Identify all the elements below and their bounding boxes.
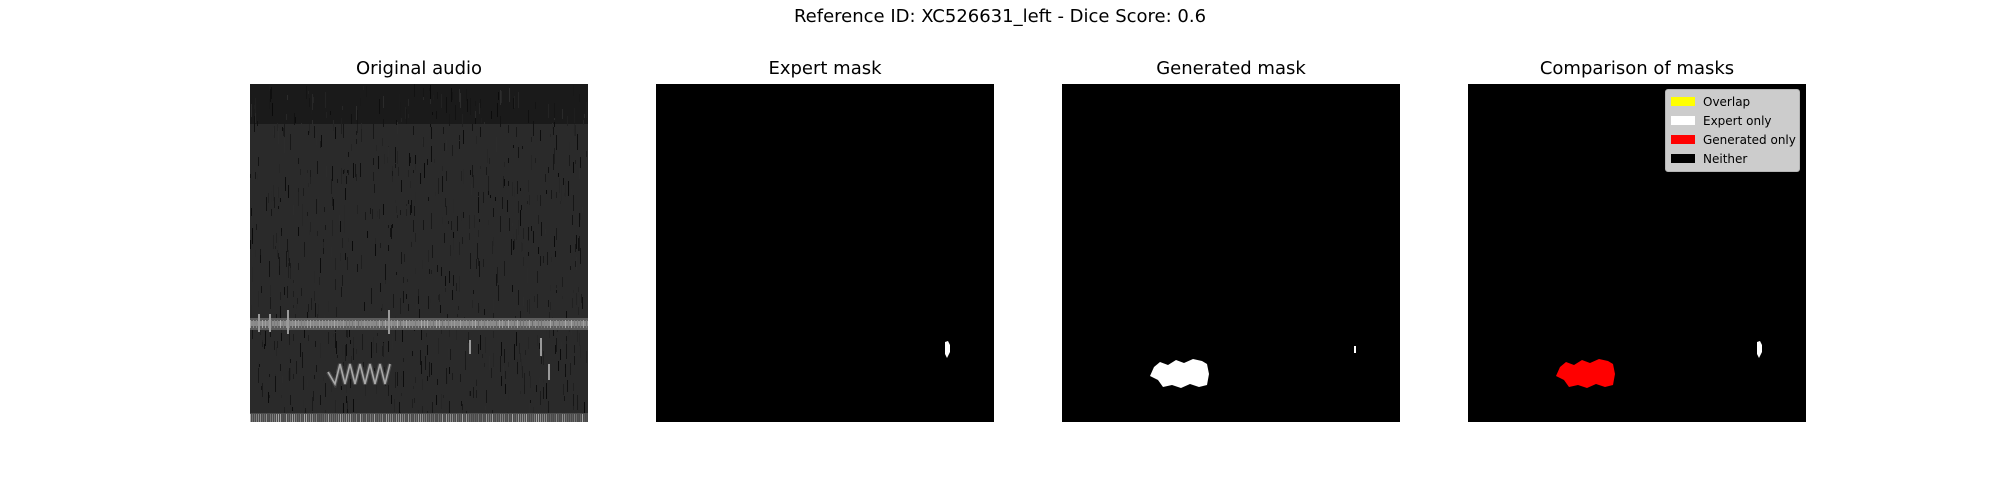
legend-swatch-generated-only (1671, 135, 1695, 144)
legend-swatch-overlap (1671, 97, 1695, 106)
comparison-panel: Overlap Expert only Generated only Neith… (1468, 84, 1806, 422)
generated-mask-panel (1062, 84, 1400, 422)
legend-item-expert-only: Expert only (1666, 111, 1799, 130)
generated-mask-region-small (1354, 346, 1356, 353)
spectrogram-image (250, 84, 588, 422)
legend-swatch-expert-only (1671, 116, 1695, 125)
panel-title-generated-mask: Generated mask (1156, 58, 1306, 79)
legend-item-neither: Neither (1666, 149, 1799, 168)
legend-label-expert-only: Expert only (1703, 113, 1772, 128)
comparison-expert-only-region (1757, 341, 1762, 358)
legend-label-generated-only: Generated only (1703, 132, 1796, 147)
comparison-generated-only-region (1556, 359, 1615, 388)
legend-item-generated-only: Generated only (1666, 130, 1799, 149)
expert-mask-panel (656, 84, 994, 422)
legend-label-neither: Neither (1703, 151, 1748, 166)
panel-title-expert-mask: Expert mask (768, 58, 882, 79)
panel-title-original-audio: Original audio (355, 58, 483, 79)
spectrogram-panel (250, 84, 588, 422)
legend-item-overlap: Overlap (1666, 92, 1799, 111)
legend-label-overlap: Overlap (1703, 94, 1751, 109)
legend-swatch-neither (1671, 154, 1695, 163)
panel-title-comparison: Comparison of masks (1539, 58, 1735, 79)
legend: Overlap Expert only Generated only Neith… (1665, 89, 1800, 172)
generated-mask-region-large (1150, 359, 1209, 388)
expert-mask-region (945, 341, 950, 358)
figure-title: Reference ID: XC526631_left - Dice Score… (793, 6, 1207, 27)
